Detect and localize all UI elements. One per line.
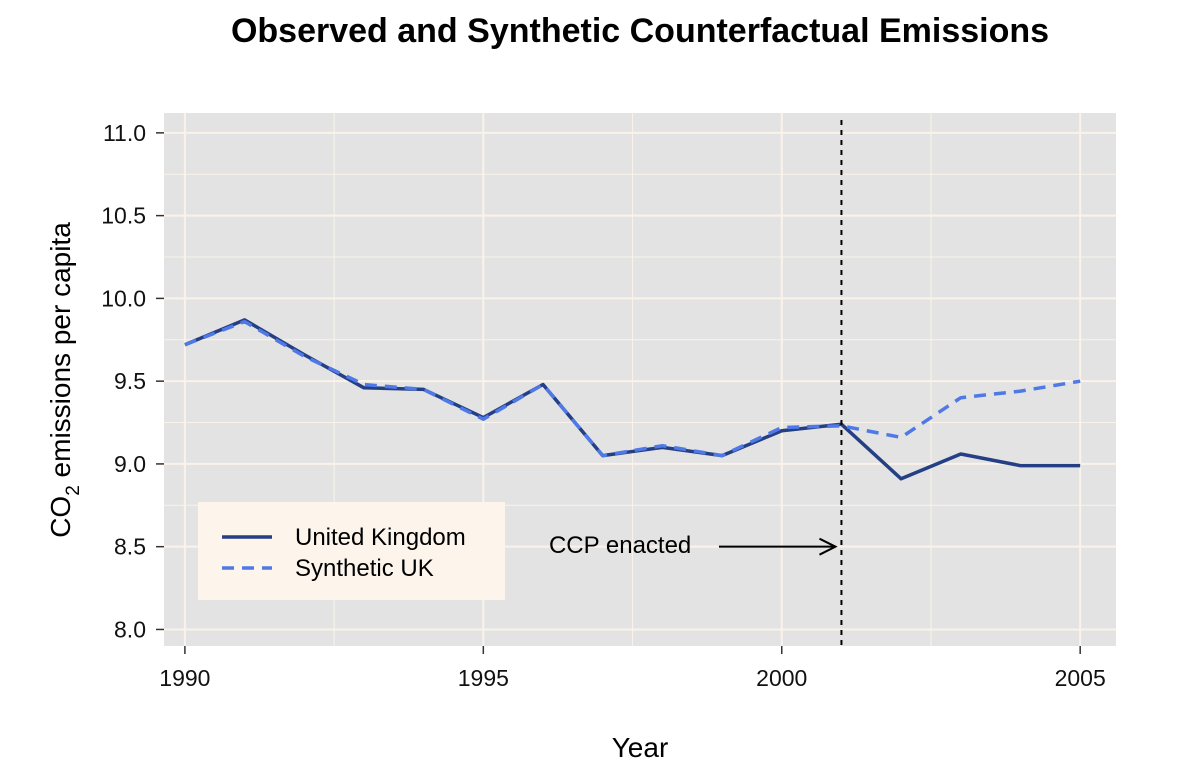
annotation: CCP enacted: [549, 532, 838, 559]
y-tick-label: 10.0: [101, 285, 146, 311]
series-line-synthetic-uk: [184, 319, 1081, 458]
y-axis-title-co: CO: [45, 496, 76, 538]
grid-major: [164, 113, 1116, 646]
series-layer: [184, 318, 1081, 481]
legend-label-synthetic-uk: Synthetic UK: [295, 555, 434, 582]
y-tick-label: 8.5: [114, 534, 146, 560]
y-tick-label: 8.0: [114, 616, 146, 642]
y-tick-label: 10.5: [101, 203, 146, 229]
x-tick-label: 2005: [1055, 665, 1106, 691]
y-tick-label: 9.0: [114, 451, 146, 477]
annotation-arrow-head: [819, 537, 838, 556]
x-tick-label: 1990: [159, 665, 210, 691]
y-tick-label: 11.0: [103, 120, 146, 146]
x-axis-title: Year: [612, 732, 669, 763]
x-tick-label: 1995: [458, 665, 509, 691]
legend-box: [198, 502, 505, 600]
y-axis-title: CO2 emissions per capita: [45, 222, 84, 538]
y-axis-title-rest: emissions per capita: [45, 222, 76, 485]
axis-layer: 1990 1995 2000 2005 8.0 8.5 9.0 9.5 10.0 10.5 11.0: [101, 120, 1106, 691]
y-axis-title-subscript: 2: [63, 485, 84, 496]
x-tick-label: 2000: [756, 665, 807, 691]
grid-minor: [164, 113, 1116, 646]
y-tick-label: 9.5: [114, 368, 146, 394]
legend: United Kingdom Synthetic UK: [198, 502, 505, 600]
chart-title: Observed and Synthetic Counterfactual Em…: [230, 12, 1050, 50]
legend-label-united-kingdom: United Kingdom: [295, 524, 466, 551]
annotation-text: CCP enacted: [549, 532, 691, 559]
